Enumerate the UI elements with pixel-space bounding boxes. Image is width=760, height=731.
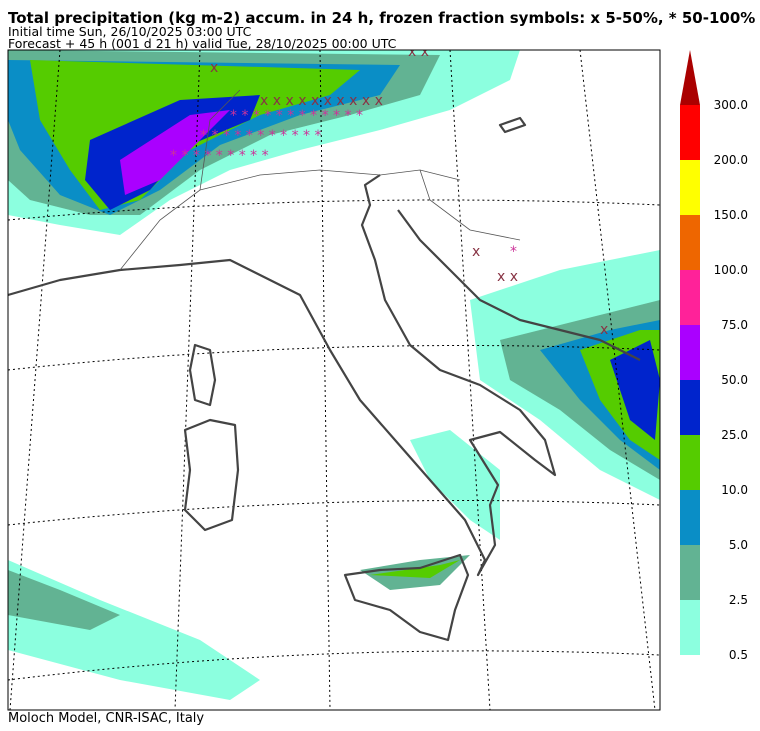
graticule: [8, 500, 660, 526]
frozen-symbols: x x x x x x x x x x x x x x x x x: [210, 44, 608, 338]
colorbar-band: [680, 270, 700, 325]
colorbar-label: 2.5: [729, 593, 748, 607]
graticule: [9, 50, 61, 710]
svg-text:* * * * * * * * * * * *: * * * * * * * * * * * *: [230, 108, 363, 124]
footer: Moloch Model, CNR-ISAC, Italy: [8, 711, 204, 726]
colorbar-band: [680, 325, 700, 380]
svg-text:x: x: [600, 322, 608, 338]
graticule: [8, 345, 660, 371]
colorbar-label: 300.0: [714, 98, 748, 112]
graticule: [579, 50, 656, 710]
colorbar-band: [680, 160, 700, 215]
colorbar-band: [680, 105, 700, 160]
coastline: [188, 343, 217, 407]
coastline: [498, 116, 527, 134]
graticule: [174, 50, 201, 710]
coastline: [343, 553, 470, 642]
graticule: [449, 50, 491, 710]
colorbar-band: [680, 380, 700, 435]
forecast-time: Forecast + 45 h (001 d 21 h) valid Tue, …: [8, 36, 397, 51]
colorbar-extension: [680, 50, 700, 105]
colorbar-label: 200.0: [714, 153, 748, 167]
precip-area: [8, 570, 120, 630]
title: Total precipitation (kg m-2) accum. in 2…: [8, 9, 755, 27]
graticule: [8, 650, 660, 681]
graticule: [8, 199, 660, 221]
initial-time: Initial time Sun, 26/10/2025 03:00 UTC: [8, 24, 252, 39]
svg-text:* * * * * * * * * * *: * * * * * * * * * * *: [200, 128, 322, 144]
border: [119, 169, 461, 271]
precip-area: [410, 430, 500, 540]
svg-text:x x x x x x x x x x: x x x x x x x x x x: [260, 93, 383, 109]
colorbar-band: [680, 490, 700, 545]
colorbar-band: [680, 435, 700, 490]
colorbar-band: [680, 600, 700, 655]
precip-area: [610, 340, 660, 440]
coastline: [183, 418, 240, 532]
colorbar-label: 25.0: [721, 428, 748, 442]
colorbar-label: 10.0: [721, 483, 748, 497]
colorbar-label: 100.0: [714, 263, 748, 277]
frozen-symbols: * * * * * * * * * * * * * * * * * * * * …: [170, 108, 517, 260]
coastline: [8, 174, 557, 577]
colorbar: 0.5 2.5 5.0 10.0 25.0 50.0 75.0 100.0 150.0 200.0…: [680, 50, 748, 662]
map: * * * * * * * * * * * * * * * * * * * * …: [7, 44, 661, 711]
colorbar-label: 5.0: [729, 538, 748, 552]
colorbar-label: 75.0: [721, 318, 748, 332]
svg-text:x: x: [472, 244, 480, 260]
svg-text:* * * * * * * * *: * * * * * * * * *: [170, 148, 269, 164]
map-frame: [7, 49, 661, 711]
coastline: [397, 209, 641, 361]
svg-text:*: *: [510, 244, 517, 260]
svg-text:x x: x x: [408, 44, 429, 60]
svg-text:x: x: [210, 60, 218, 76]
graticule: [319, 50, 331, 710]
colorbar-label: 50.0: [721, 373, 748, 387]
border: [199, 89, 241, 191]
svg-text:x x: x x: [497, 269, 518, 285]
precip-area: [120, 110, 230, 195]
border: [419, 169, 521, 241]
colorbar-band: [680, 215, 700, 270]
colorbar-label: 0.5: [729, 648, 748, 662]
colorbar-band: [680, 545, 700, 600]
colorbar-label: 150.0: [714, 208, 748, 222]
